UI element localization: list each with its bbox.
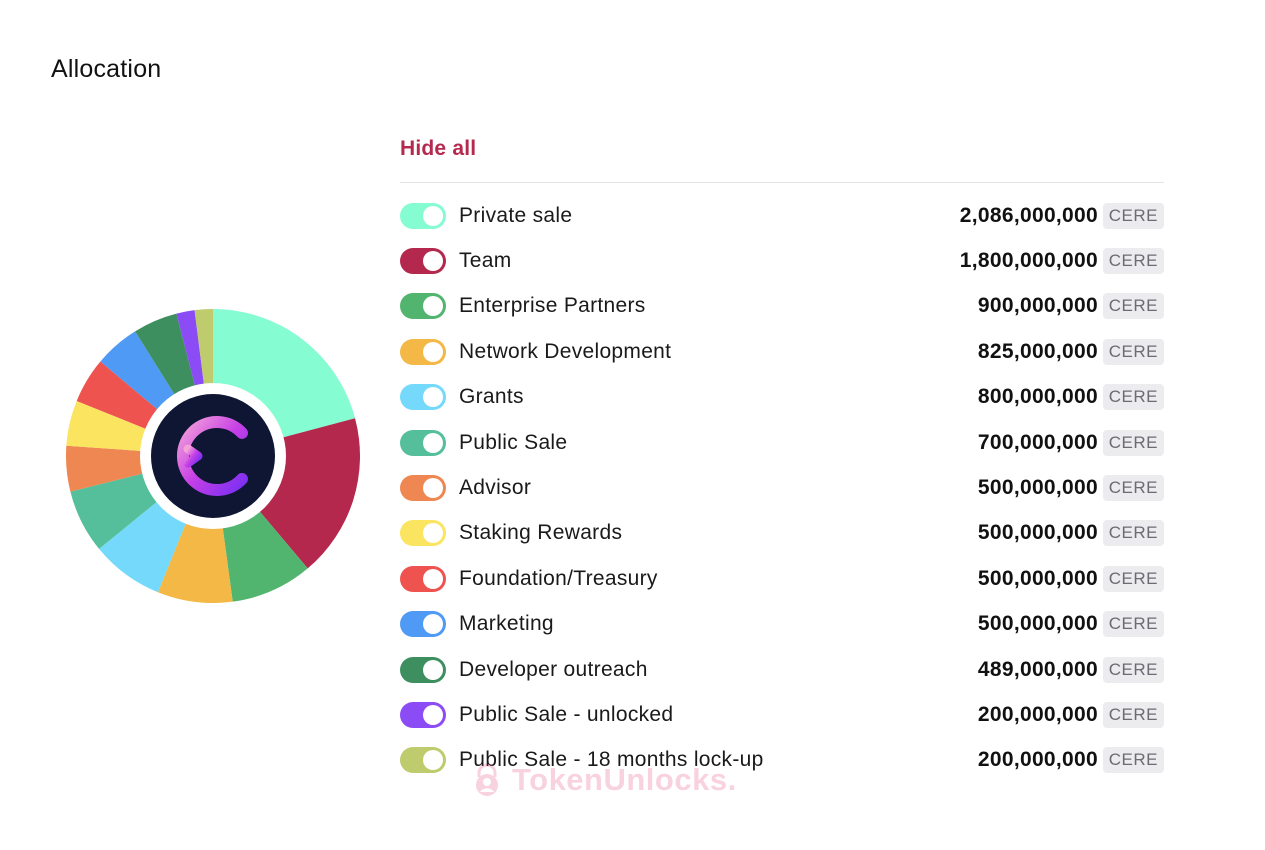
legend-row: Public Sale - unlocked 200,000,000 CERE	[400, 692, 1164, 737]
toggle-knob	[423, 432, 443, 453]
legend-toggle[interactable]	[400, 656, 446, 683]
legend-row: Public Sale 700,000,000 CERE	[400, 420, 1164, 465]
legend-label: Developer outreach	[459, 657, 648, 681]
legend-value: 489,000,000	[977, 657, 1098, 681]
legend-row: Foundation/Treasury 500,000,000 CERE	[400, 556, 1164, 601]
legend-rows: Private sale 2,086,000,000 CERE Team 1,800,0…	[400, 193, 1164, 783]
toggle-knob	[423, 568, 443, 589]
unit-badge: CERE	[1102, 656, 1164, 683]
unit-badge: CERE	[1102, 429, 1164, 456]
legend-value: 2,086,000,000	[959, 203, 1098, 227]
legend-toggle[interactable]	[400, 338, 446, 365]
legend-label: Team	[459, 249, 512, 273]
legend-value: 700,000,000	[977, 430, 1098, 454]
watermark-text: TokenUnlocks.	[512, 762, 737, 797]
legend-row: Staking Rewards 500,000,000 CERE	[400, 511, 1164, 556]
toggle-knob	[423, 523, 443, 544]
toggle-knob	[423, 387, 443, 408]
legend-label: Foundation/Treasury	[459, 566, 658, 590]
unit-badge: CERE	[1102, 611, 1164, 638]
legend-row: Private sale 2,086,000,000 CERE	[400, 193, 1164, 238]
legend-toggle[interactable]	[400, 747, 446, 774]
legend-row: Marketing 500,000,000 CERE	[400, 602, 1164, 647]
legend-toggle[interactable]	[400, 248, 446, 275]
toggle-knob	[423, 341, 443, 362]
toggle-knob	[423, 704, 443, 725]
legend-row: Enterprise Partners 900,000,000 CERE	[400, 284, 1164, 329]
unit-badge: CERE	[1102, 565, 1164, 592]
legend-label: Public Sale - unlocked	[459, 702, 674, 726]
toggle-knob	[423, 659, 443, 680]
legend-label: Private sale	[459, 203, 573, 227]
legend-row: Network Development 825,000,000 CERE	[400, 329, 1164, 374]
legend-label: Grants	[459, 385, 524, 409]
unit-badge: CERE	[1102, 384, 1164, 411]
toggle-knob	[423, 478, 443, 499]
legend-row: Team 1,800,000,000 CERE	[400, 238, 1164, 283]
unit-badge: CERE	[1102, 202, 1164, 229]
unit-badge: CERE	[1102, 293, 1164, 320]
legend-value: 500,000,000	[977, 566, 1098, 590]
donut-svg	[66, 309, 360, 603]
legend-value: 200,000,000	[977, 748, 1098, 772]
toggle-knob	[423, 614, 443, 635]
legend-toggle[interactable]	[400, 429, 446, 456]
legend-toggle[interactable]	[400, 520, 446, 547]
toggle-knob	[423, 750, 443, 771]
legend-value: 500,000,000	[977, 612, 1098, 636]
unit-badge: CERE	[1102, 747, 1164, 774]
toggle-knob	[423, 296, 443, 317]
allocation-legend: Hide all Private sale 2,086,000,000 CERE Te…	[400, 128, 1164, 774]
unit-badge: CERE	[1102, 338, 1164, 365]
legend-label: Public Sale	[459, 430, 568, 454]
legend-toggle[interactable]	[400, 293, 446, 320]
unit-badge: CERE	[1102, 520, 1164, 547]
legend-toggle[interactable]	[400, 384, 446, 411]
toggle-knob	[423, 205, 443, 226]
toggle-knob	[423, 251, 443, 272]
legend-label: Advisor	[459, 476, 532, 500]
legend-label: Marketing	[459, 612, 554, 636]
legend-toggle[interactable]	[400, 202, 446, 229]
legend-row: Grants 800,000,000 CERE	[400, 375, 1164, 420]
legend-row: Advisor 500,000,000 CERE	[400, 465, 1164, 510]
legend-toggle[interactable]	[400, 701, 446, 728]
allocation-donut-chart[interactable]	[66, 309, 360, 603]
tokenunlocks-logo-icon	[476, 763, 498, 796]
legend-value: 825,000,000	[977, 339, 1098, 363]
legend-value: 200,000,000	[977, 702, 1098, 726]
legend-value: 500,000,000	[977, 521, 1098, 545]
legend-label: Network Development	[459, 339, 672, 363]
legend-row: Public Sale - 18 months lock-up 200,000,0…	[400, 738, 1164, 783]
legend-row: Developer outreach 489,000,000 CERE	[400, 647, 1164, 692]
watermark: TokenUnlocks.	[470, 762, 737, 798]
legend-label: Public Sale - 18 months lock-up	[459, 748, 764, 772]
legend-divider	[400, 182, 1164, 183]
unit-badge: CERE	[1102, 701, 1164, 728]
page-title: Allocation	[51, 55, 162, 83]
legend-toggle[interactable]	[400, 565, 446, 592]
legend-value: 800,000,000	[977, 385, 1098, 409]
cere-network-logo-icon	[151, 394, 275, 518]
legend-label: Staking Rewards	[459, 521, 623, 545]
unit-badge: CERE	[1102, 475, 1164, 502]
legend-toggle[interactable]	[400, 611, 446, 638]
legend-value: 900,000,000	[977, 294, 1098, 318]
unit-badge: CERE	[1102, 248, 1164, 275]
legend-value: 500,000,000	[977, 476, 1098, 500]
hide-all-button[interactable]: Hide all	[400, 137, 477, 160]
legend-toggle[interactable]	[400, 475, 446, 502]
legend-value: 1,800,000,000	[959, 249, 1098, 273]
legend-label: Enterprise Partners	[459, 294, 646, 318]
